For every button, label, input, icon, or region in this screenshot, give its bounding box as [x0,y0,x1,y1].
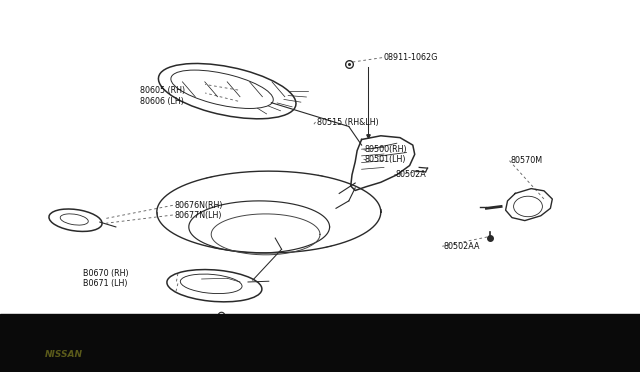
Text: 80052A: 80052A [205,327,236,336]
Text: 80515 (RH&LH): 80515 (RH&LH) [317,118,378,126]
Text: 80677N(LH): 80677N(LH) [174,211,221,219]
Text: 80501(LH): 80501(LH) [365,155,406,164]
Text: 80502AA: 80502AA [444,242,480,251]
Bar [0,314,640,372]
Text: 80500(RH): 80500(RH) [365,145,408,154]
Text: NISSAN: NISSAN [45,350,83,359]
Text: 80676N(RH): 80676N(RH) [174,201,223,210]
Text: 80606 (LH): 80606 (LH) [140,97,184,106]
Text: B0671 (LH): B0671 (LH) [83,279,128,288]
Text: 08911-1062G: 08911-1062G [384,53,438,62]
Text: B0670 (RH): B0670 (RH) [83,269,129,278]
Text: 80502A: 80502A [396,170,426,179]
Text: 80605 (RH): 80605 (RH) [140,86,185,94]
Text: 80570M: 80570M [511,156,543,165]
